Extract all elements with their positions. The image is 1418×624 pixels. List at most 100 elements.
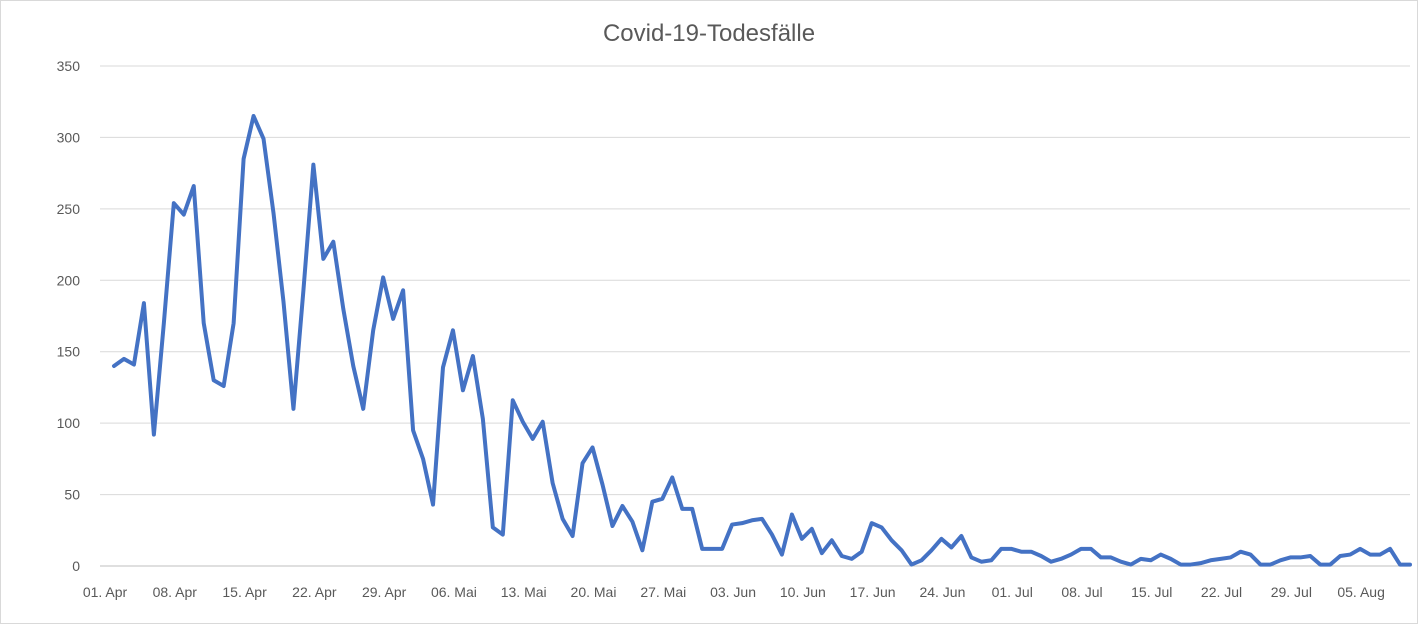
x-tick-label: 08. Jul [1061, 584, 1102, 600]
data-point [491, 525, 495, 529]
data-point [361, 407, 365, 411]
data-point [341, 307, 345, 311]
data-point [680, 507, 684, 511]
data-point [920, 558, 924, 562]
data-point [1029, 550, 1033, 554]
data-point [880, 525, 884, 529]
data-point [371, 328, 375, 332]
data-point [262, 137, 266, 141]
data-point [1179, 563, 1183, 567]
data-point [561, 517, 565, 521]
y-tick-label: 150 [57, 344, 81, 360]
data-point [1318, 563, 1322, 567]
data-point [212, 378, 216, 382]
data-point [441, 365, 445, 369]
data-point [620, 504, 624, 508]
data-point [800, 537, 804, 541]
data-point [810, 527, 814, 531]
x-tick-label: 10. Jun [780, 584, 826, 600]
data-point [1328, 563, 1332, 567]
data-point [1069, 553, 1073, 557]
x-tick-label: 05. Aug [1337, 584, 1385, 600]
data-point [989, 558, 993, 562]
data-point [910, 563, 914, 567]
data-point [1159, 553, 1163, 557]
x-tick-label: 29. Jul [1271, 584, 1312, 600]
data-point [182, 213, 186, 217]
data-point [840, 554, 844, 558]
data-point [511, 398, 515, 402]
data-point [1089, 547, 1093, 551]
data-point [192, 184, 196, 188]
data-point [1298, 555, 1302, 559]
data-point [391, 317, 395, 321]
data-point [411, 428, 415, 432]
data-point [591, 445, 595, 449]
data-point [890, 538, 894, 542]
y-tick-label: 100 [57, 415, 81, 431]
data-point [720, 547, 724, 551]
data-point [252, 114, 256, 118]
data-point [321, 257, 325, 261]
data-point [1408, 563, 1412, 567]
x-tick-label: 22. Apr [292, 584, 337, 600]
x-tick-label: 17. Jun [850, 584, 896, 600]
data-point [1059, 557, 1063, 561]
data-point [690, 507, 694, 511]
data-point [551, 481, 555, 485]
x-tick-label: 01. Apr [83, 584, 128, 600]
data-point [571, 534, 575, 538]
x-tick-label: 15. Jul [1131, 584, 1172, 600]
data-point [979, 560, 983, 564]
y-tick-label: 350 [57, 58, 81, 74]
data-point [600, 483, 604, 487]
data-point [521, 420, 525, 424]
data-point [760, 517, 764, 521]
data-point [421, 457, 425, 461]
data-point [172, 201, 176, 205]
data-point [1079, 547, 1083, 551]
x-tick-label: 20. Mai [571, 584, 617, 600]
data-point [1388, 547, 1392, 551]
x-tick-label: 08. Apr [153, 584, 198, 600]
y-tick-label: 300 [57, 129, 81, 145]
x-tick-label: 22. Jul [1201, 584, 1242, 600]
data-point [381, 275, 385, 279]
data-point [740, 521, 744, 525]
data-point [900, 548, 904, 552]
data-point [1278, 558, 1282, 562]
x-tick-label: 29. Apr [362, 584, 407, 600]
data-point [929, 548, 933, 552]
data-point [1099, 555, 1103, 559]
data-point [461, 388, 465, 392]
data-point [1248, 553, 1252, 557]
data-point [770, 533, 774, 537]
x-axis: 01. Apr 08. Apr 15. Apr 22. Apr 29. Apr 06. M… [83, 584, 1385, 600]
data-point [122, 357, 126, 361]
data-point [112, 364, 116, 368]
data-point [1258, 563, 1262, 567]
data-point [431, 503, 435, 507]
x-tick-label: 27. Mai [640, 584, 686, 600]
data-point [949, 545, 953, 549]
y-axis: 0 50 100 150 200 250 300 350 [57, 58, 81, 574]
series-line [112, 114, 1412, 567]
data-point [1209, 558, 1213, 562]
y-tick-label: 50 [64, 487, 80, 503]
data-point [640, 548, 644, 552]
data-point [610, 524, 614, 528]
data-point [1219, 557, 1223, 561]
data-point [959, 534, 963, 538]
data-point [531, 437, 535, 441]
data-point [830, 538, 834, 542]
data-point [1348, 553, 1352, 557]
data-point [541, 420, 545, 424]
data-point [1119, 560, 1123, 564]
data-point [1189, 563, 1193, 567]
data-point [132, 363, 136, 367]
data-point [1129, 563, 1133, 567]
data-point [660, 497, 664, 501]
data-point [291, 407, 295, 411]
data-point [162, 321, 166, 325]
